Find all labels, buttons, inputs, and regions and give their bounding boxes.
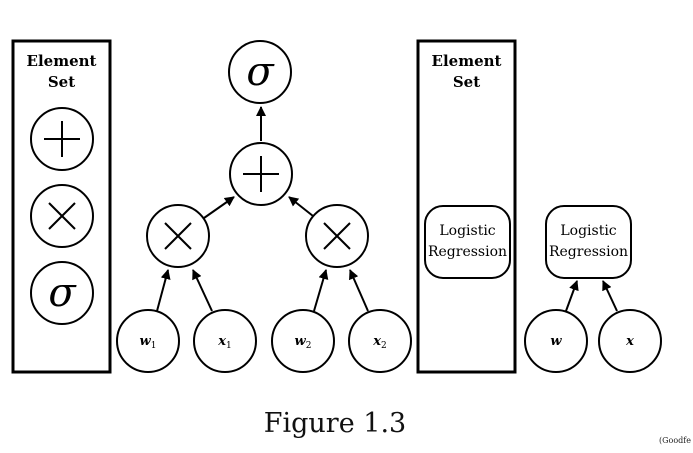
figure-caption: Figure 1.3: [263, 408, 407, 439]
edge-times2-to-plus: [288, 196, 314, 217]
input-x2-sub: 2: [381, 341, 387, 351]
logistic-regression-node: Logistic Regression: [424, 205, 511, 279]
edge-w2-to-times2: [313, 269, 329, 312]
input-x1-sub: 1: [226, 341, 232, 351]
input-w2-sub: 2: [306, 341, 312, 351]
input-node-x: x: [598, 309, 662, 373]
logistic-label-line2: Regression: [428, 244, 507, 260]
times-icon: [305, 204, 369, 268]
right-graph: Logistic Regression w x: [524, 205, 662, 373]
sigma-symbol: σ: [48, 270, 77, 316]
edge-x-to-logistic: [602, 280, 618, 312]
input-w1-base: w: [140, 334, 152, 349]
edge-x2-to-times2: [349, 269, 369, 312]
input-x-label: x: [625, 334, 634, 349]
left-graph: σ w1 x1: [116, 40, 412, 373]
input-node-w2: w2: [271, 309, 335, 373]
logistic-label-line2: Regression: [549, 244, 628, 260]
sigma-node: σ: [228, 40, 292, 104]
plus-icon: [30, 107, 94, 171]
input-node-x1: x1: [193, 309, 257, 373]
svg-text:x2: x2: [372, 334, 387, 351]
input-node-w: w: [524, 309, 588, 373]
input-w-label: w: [550, 334, 562, 349]
svg-text:x1: x1: [217, 334, 232, 351]
sigma-node: σ: [30, 261, 94, 325]
svg-text:w1: w1: [140, 334, 157, 351]
edge-times1-to-plus: [203, 196, 235, 219]
logistic-label-line1: Logistic: [560, 223, 616, 239]
times-icon: [146, 204, 210, 268]
left-set-title-line1: Element: [27, 52, 97, 70]
sigma-symbol: σ: [246, 49, 275, 95]
input-x2-base: x: [372, 334, 381, 349]
source-credit: (Goodfe: [659, 436, 691, 445]
input-node-w1: w1: [116, 309, 180, 373]
times-icon: [30, 184, 94, 248]
right-element-set: Element Set Logistic Regression: [416, 39, 517, 374]
input-node-x2: x2: [348, 309, 412, 373]
edge-w1-to-times1: [156, 269, 171, 312]
input-x1-base: x: [217, 334, 226, 349]
right-set-title-line2: Set: [453, 73, 480, 91]
left-element-set: Element Set σ: [11, 39, 112, 374]
input-w2-base: w: [295, 334, 307, 349]
edge-w-to-logistic: [565, 280, 579, 312]
plus-icon: [229, 142, 293, 206]
logistic-regression-node: Logistic Regression: [545, 205, 632, 279]
input-w1-sub: 1: [151, 341, 157, 351]
right-set-title-line1: Element: [432, 52, 502, 70]
svg-text:w2: w2: [295, 334, 312, 351]
edge-x1-to-times1: [192, 269, 213, 312]
logistic-label-line1: Logistic: [439, 223, 495, 239]
left-set-title-line2: Set: [48, 73, 75, 91]
